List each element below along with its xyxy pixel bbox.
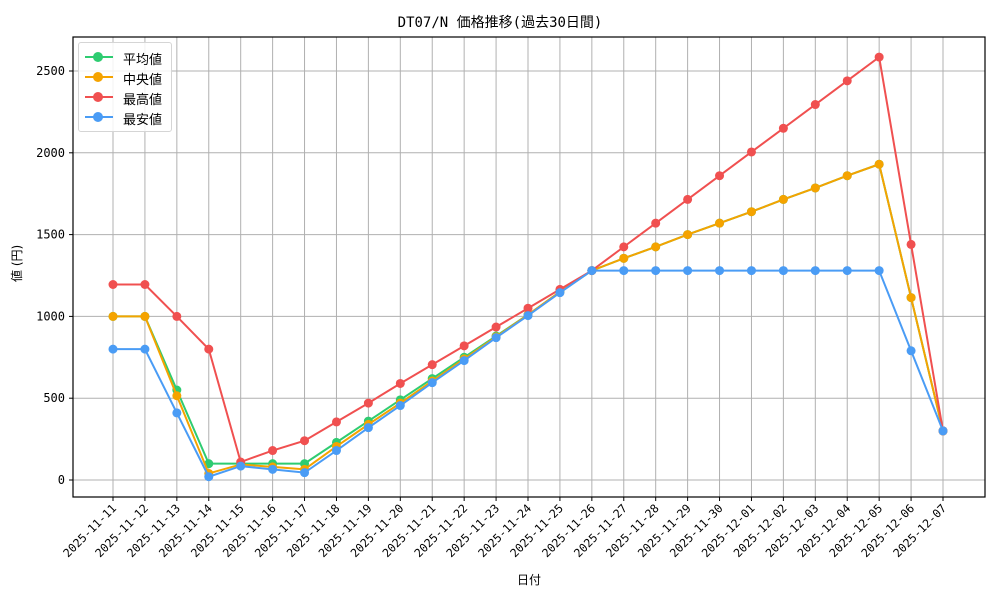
data-point	[363, 423, 373, 433]
data-point	[619, 266, 629, 276]
data-point	[491, 322, 501, 332]
data-point	[555, 288, 565, 298]
data-point	[523, 311, 533, 321]
data-point	[715, 266, 725, 276]
legend-label: 中央値	[123, 73, 163, 88]
data-point	[746, 207, 756, 217]
legend: 平均値 中央値 最高値 最安値	[78, 42, 172, 132]
data-point	[300, 436, 310, 446]
data-point	[427, 360, 437, 370]
y-tick-label: 500	[43, 391, 65, 405]
x-axis: 2025-11-112025-11-122025-11-132025-11-14…	[60, 497, 949, 560]
data-point	[459, 341, 469, 351]
data-point	[810, 183, 820, 193]
data-point	[140, 311, 150, 321]
data-point	[204, 472, 214, 482]
data-point	[619, 253, 629, 263]
data-point	[363, 398, 373, 408]
legend-label: 最安値	[123, 113, 163, 128]
legend-item-min: 最安値	[79, 107, 171, 128]
grid	[73, 37, 985, 497]
data-point	[906, 346, 916, 356]
data-point	[810, 100, 820, 110]
y-tick-label: 2000	[36, 146, 65, 160]
axes-frame	[72, 36, 986, 498]
data-point	[491, 333, 501, 343]
data-point	[395, 401, 405, 411]
data-point	[778, 123, 788, 133]
data-point	[619, 242, 629, 252]
data-point	[108, 311, 118, 321]
data-point	[395, 378, 405, 388]
y-axis-label: 値 (円)	[10, 244, 24, 282]
data-point	[523, 303, 533, 313]
data-point	[874, 52, 884, 62]
data-point	[778, 194, 788, 204]
legend-marker-icon	[93, 112, 103, 122]
data-point	[683, 194, 693, 204]
data-point	[746, 147, 756, 157]
data-point	[331, 417, 341, 427]
data-point	[108, 344, 118, 354]
data-point	[874, 159, 884, 169]
legend-label: 最高値	[123, 93, 163, 108]
data-point	[172, 311, 182, 321]
data-point	[651, 242, 661, 252]
data-point	[172, 408, 182, 418]
data-point	[715, 171, 725, 181]
data-point	[268, 464, 278, 474]
data-point	[268, 446, 278, 456]
legend-marker-icon	[93, 72, 103, 82]
x-axis-label: 日付	[516, 573, 541, 587]
data-point	[683, 230, 693, 240]
data-point	[331, 446, 341, 456]
data-point	[108, 279, 118, 289]
data-point	[204, 344, 214, 354]
data-point	[651, 218, 661, 228]
data-point	[842, 266, 852, 276]
data-point	[140, 279, 150, 289]
legend-item-median: 中央値	[79, 67, 171, 88]
y-tick-label: 0	[58, 473, 65, 487]
data-point	[906, 239, 916, 249]
data-point	[587, 266, 597, 276]
data-point	[172, 391, 182, 401]
series-3	[108, 266, 948, 482]
data-point	[651, 266, 661, 276]
data-point	[427, 378, 437, 388]
data-point	[842, 76, 852, 86]
data-point	[810, 266, 820, 276]
legend-item-max: 最高値	[79, 87, 171, 108]
data-point	[778, 266, 788, 276]
data-point	[874, 266, 884, 276]
data-point	[236, 461, 246, 471]
y-tick-label: 2500	[36, 64, 65, 78]
data-point	[300, 468, 310, 478]
legend-marker-icon	[93, 52, 103, 62]
data-point	[140, 344, 150, 354]
y-axis: 0 500 1000 1500 2000 2500	[36, 64, 73, 487]
legend-marker-icon	[93, 92, 103, 102]
data-point	[683, 266, 693, 276]
data-point	[746, 266, 756, 276]
data-point	[938, 426, 948, 436]
chart-title: DT07/N 価格推移(過去30日間)	[397, 15, 603, 31]
data-point	[842, 171, 852, 181]
y-tick-label: 1500	[36, 228, 65, 242]
y-tick-label: 1000	[36, 309, 65, 323]
data-point	[906, 293, 916, 303]
legend-item-mean: 平均値	[79, 47, 171, 68]
data-point	[715, 218, 725, 228]
legend-label: 平均値	[123, 53, 163, 68]
data-point	[459, 356, 469, 366]
